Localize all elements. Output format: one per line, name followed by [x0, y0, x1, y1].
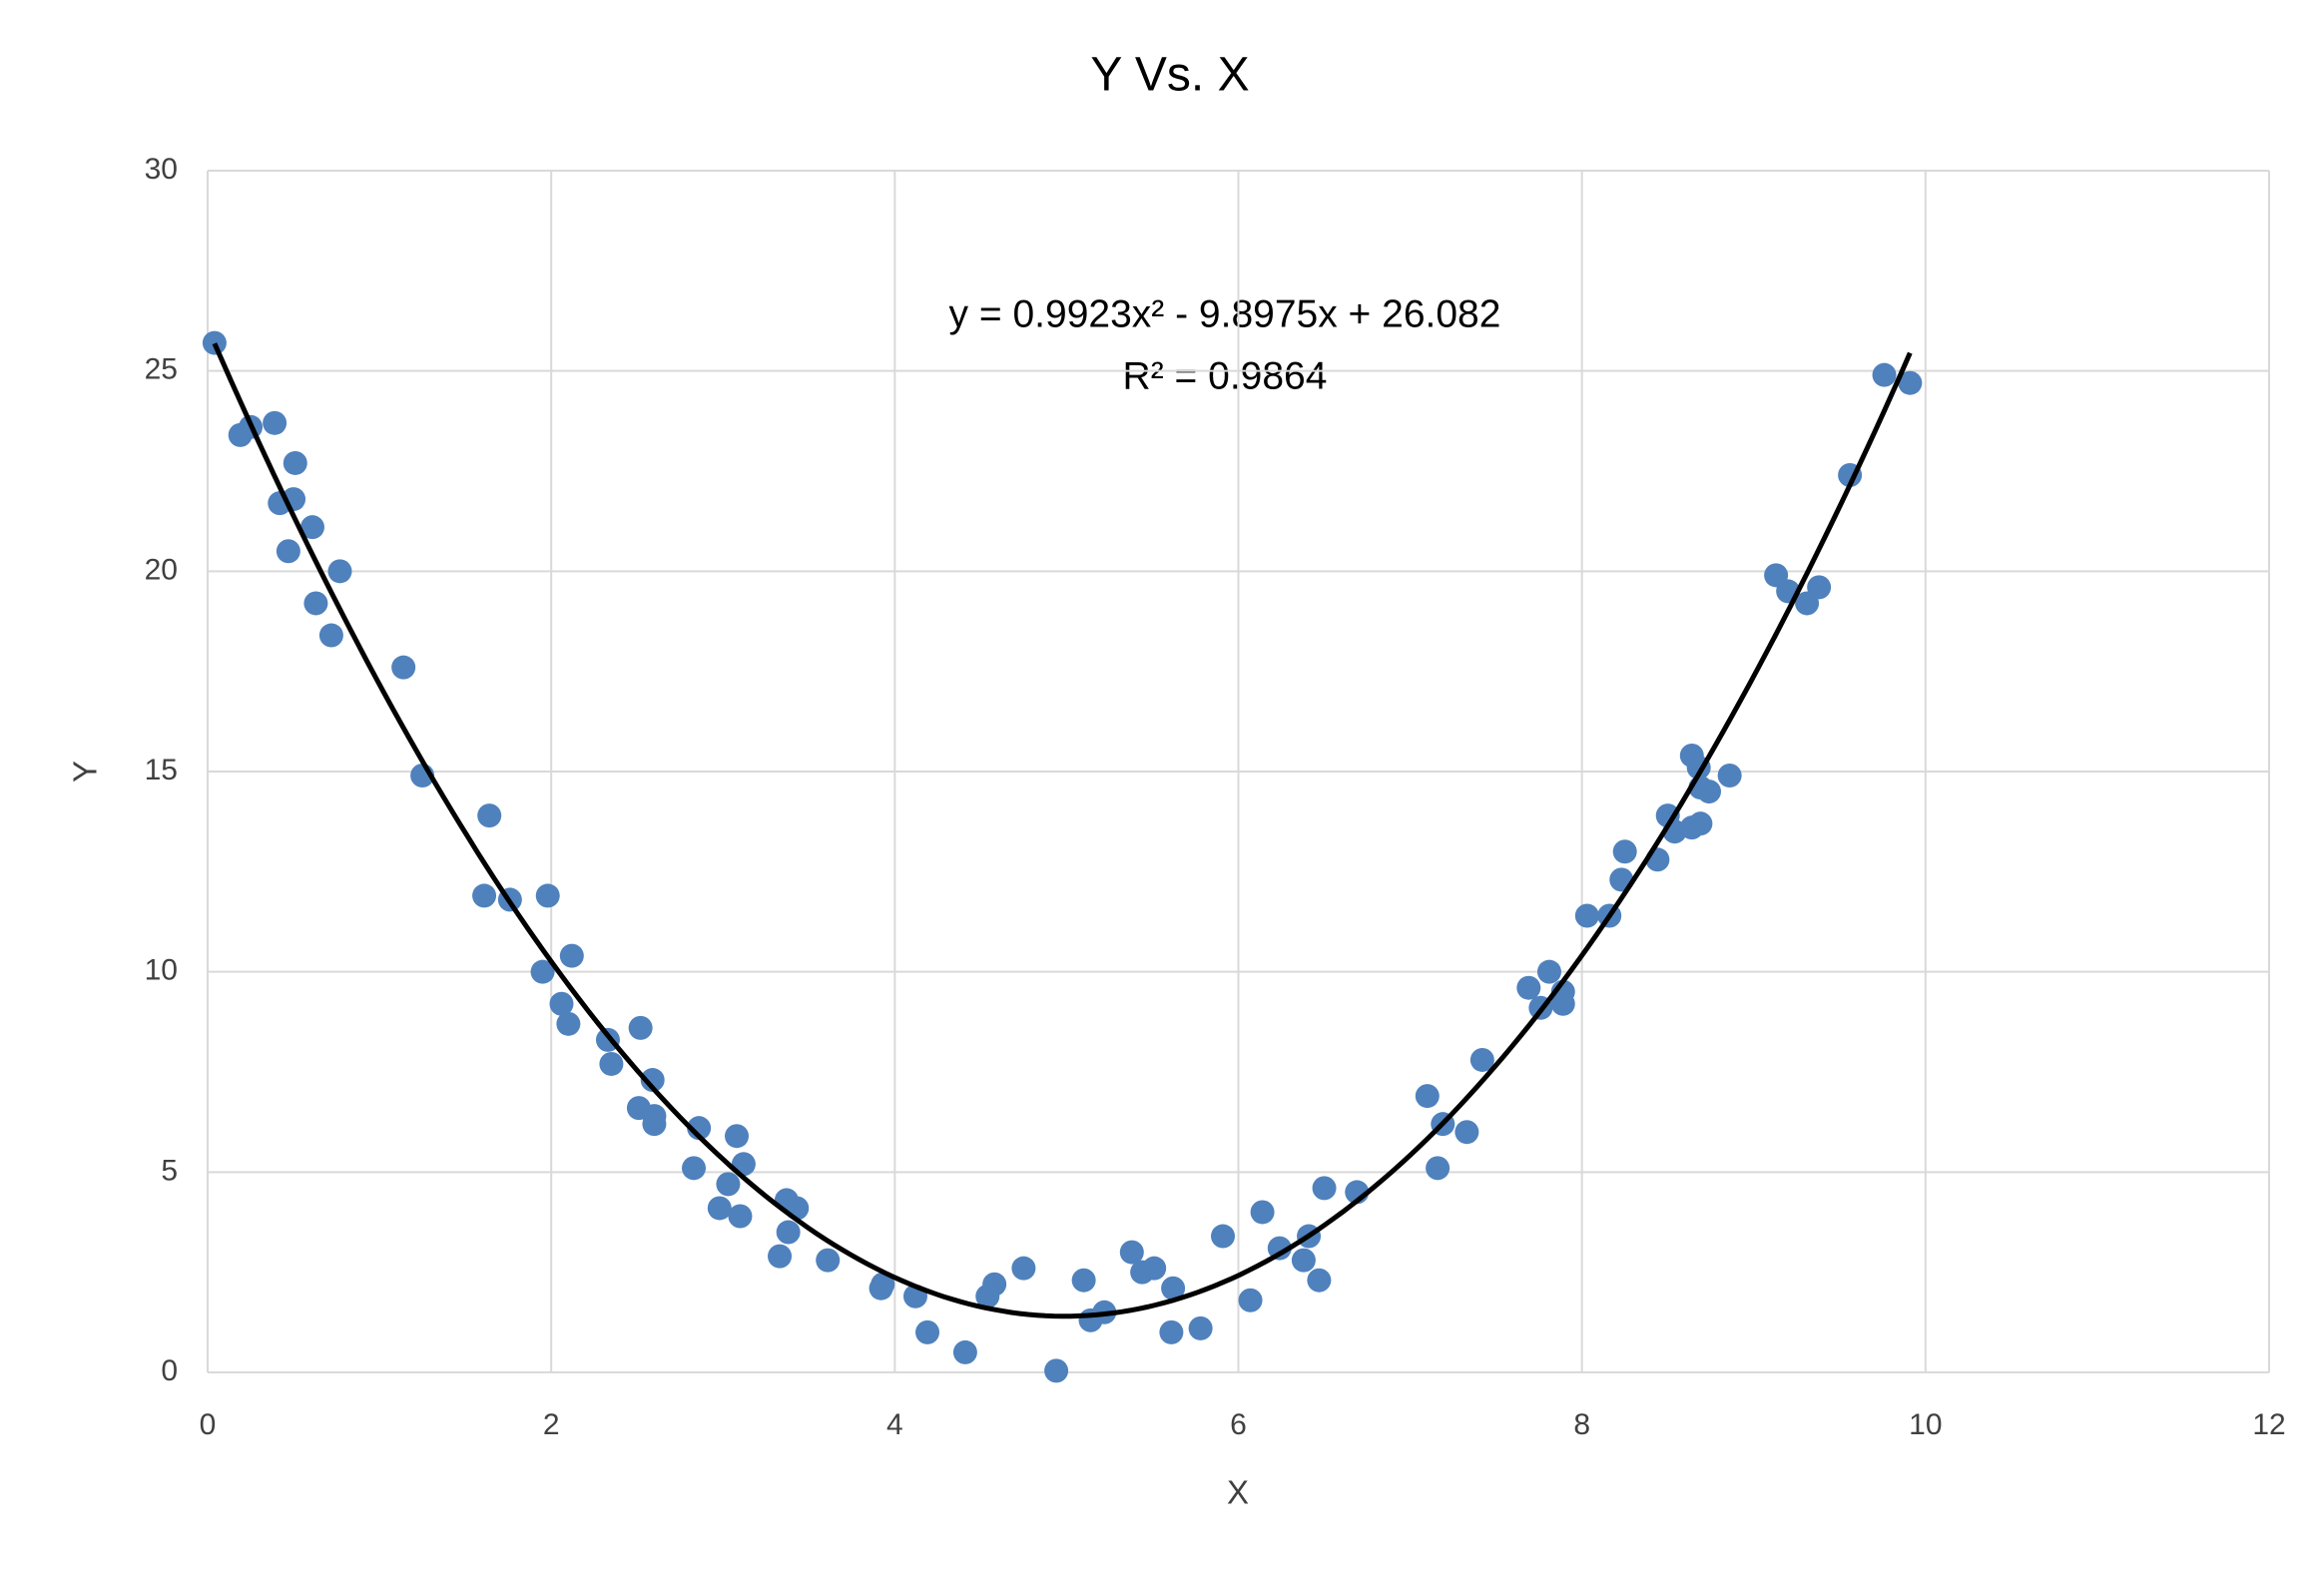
data-point: [640, 1068, 665, 1093]
data-point: [1267, 1236, 1292, 1261]
data-point: [1426, 1156, 1451, 1181]
data-point: [1717, 764, 1742, 788]
data-point: [982, 1272, 1007, 1297]
data-point: [391, 655, 416, 680]
x-tick-label: 4: [886, 1408, 903, 1441]
data-point: [283, 450, 307, 475]
data-point: [725, 1124, 750, 1149]
data-point: [1142, 1256, 1167, 1281]
data-point: [535, 883, 560, 908]
y-tick-label: 25: [145, 353, 178, 386]
data-point: [299, 515, 324, 540]
data-point: [1516, 975, 1541, 1000]
data-point: [776, 1220, 801, 1245]
y-tick-label: 10: [145, 954, 178, 987]
data-point: [628, 1015, 653, 1040]
data-point: [952, 1339, 977, 1364]
x-tick-label: 10: [1909, 1408, 1942, 1441]
data-point: [716, 1172, 741, 1197]
data-point: [1307, 1268, 1332, 1293]
data-point: [1574, 903, 1599, 928]
data-point: [303, 591, 328, 616]
data-point: [327, 559, 352, 584]
data-point: [1536, 959, 1561, 984]
data-point: [1550, 991, 1575, 1016]
data-point: [1291, 1248, 1316, 1273]
data-point: [276, 539, 300, 564]
data-point: [1454, 1120, 1479, 1145]
y-tick-label: 15: [145, 754, 178, 786]
y-tick-label: 0: [161, 1354, 178, 1387]
x-tick-label: 6: [1230, 1408, 1247, 1441]
data-point: [816, 1248, 841, 1273]
data-point: [1238, 1288, 1263, 1312]
data-point: [559, 943, 584, 968]
data-point: [1697, 780, 1722, 804]
data-point: [915, 1319, 940, 1344]
y-tick-label: 30: [145, 153, 178, 186]
data-point: [556, 1011, 581, 1036]
data-point: [1161, 1276, 1186, 1301]
data-point: [687, 1116, 712, 1141]
data-point: [472, 883, 497, 908]
x-tick-label: 2: [543, 1408, 560, 1441]
data-point: [318, 623, 343, 648]
x-tick-label: 0: [200, 1408, 217, 1441]
data-point: [1071, 1268, 1096, 1293]
x-tick-label: 8: [1573, 1408, 1590, 1441]
data-point: [1612, 839, 1637, 864]
data-point: [1119, 1240, 1144, 1265]
data-point: [477, 803, 502, 828]
data-point: [707, 1196, 732, 1221]
data-point: [549, 991, 574, 1016]
data-point: [1898, 370, 1923, 395]
y-axis-title: Y: [67, 761, 104, 783]
data-point: [1211, 1224, 1236, 1249]
data-point: [263, 410, 288, 435]
trendline: [212, 342, 1913, 1319]
data-point: [1807, 575, 1832, 600]
data-point: [869, 1276, 893, 1301]
x-axis-title: X: [1227, 1474, 1249, 1511]
data-point: [1159, 1319, 1184, 1344]
data-point: [1011, 1256, 1036, 1281]
data-point: [1469, 1047, 1494, 1072]
data-point: [642, 1112, 667, 1137]
chart-title: Y Vs. X: [1090, 49, 1249, 102]
y-tick-label: 5: [161, 1154, 178, 1187]
data-point: [599, 1051, 624, 1076]
data-point: [728, 1204, 753, 1229]
data-point: [1044, 1358, 1069, 1383]
data-point: [681, 1156, 706, 1181]
data-point: [530, 959, 555, 984]
data-point: [202, 330, 227, 355]
data-point: [1872, 362, 1897, 387]
data-point: [1415, 1084, 1440, 1109]
data-point: [1250, 1200, 1275, 1225]
data-point: [1188, 1315, 1213, 1340]
x-tick-label: 12: [2252, 1408, 2285, 1441]
data-point: [768, 1244, 793, 1269]
data-point: [1688, 811, 1713, 836]
data-point: [1312, 1176, 1337, 1201]
y-tick-label: 20: [145, 553, 178, 586]
trendline-r-squared: R² = 0.9864: [1123, 354, 1328, 397]
trendline-equation: y = 0.9923x² - 9.8975x + 26.082: [949, 292, 1501, 335]
